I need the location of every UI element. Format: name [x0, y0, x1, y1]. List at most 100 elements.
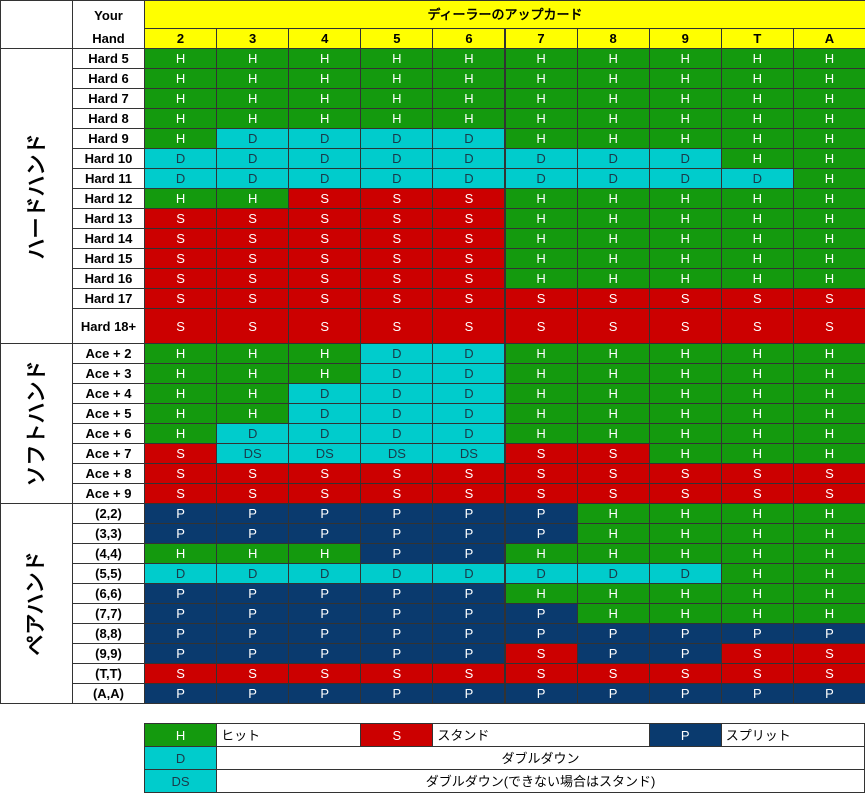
- hand-cell: Hard 18+: [72, 308, 145, 344]
- action-cell: H: [792, 128, 865, 149]
- action-cell: S: [216, 288, 290, 309]
- action-cell: H: [792, 523, 865, 544]
- action-cell: H: [648, 543, 722, 564]
- hand-cell: Ace + 9: [72, 483, 145, 504]
- action-cell: S: [648, 483, 722, 504]
- action-cell: S: [216, 228, 290, 249]
- action-cell: D: [216, 563, 290, 584]
- action-cell: H: [720, 543, 794, 564]
- hand-cell: (7,7): [72, 603, 145, 624]
- action-cell: S: [216, 248, 290, 269]
- action-cell: P: [288, 603, 362, 624]
- action-cell: S: [720, 463, 794, 484]
- action-cell: D: [288, 148, 362, 169]
- hand-cell: Ace + 4: [72, 383, 145, 404]
- action-cell: H: [576, 248, 650, 269]
- action-cell: H: [144, 48, 218, 69]
- action-cell: H: [576, 503, 650, 524]
- action-cell: H: [216, 343, 290, 364]
- action-cell: S: [144, 463, 218, 484]
- action-cell: D: [576, 168, 650, 189]
- action-cell: P: [144, 503, 218, 524]
- action-cell: P: [144, 523, 218, 544]
- action-cell: P: [432, 683, 506, 704]
- action-cell: H: [288, 543, 362, 564]
- action-cell: D: [144, 168, 218, 189]
- action-cell: D: [216, 148, 290, 169]
- action-cell: D: [360, 363, 434, 384]
- action-cell: P: [648, 643, 722, 664]
- action-cell: P: [216, 683, 290, 704]
- action-cell: H: [216, 48, 290, 69]
- action-cell: P: [648, 623, 722, 644]
- action-cell: H: [576, 343, 650, 364]
- action-cell: S: [288, 248, 362, 269]
- action-cell: H: [288, 68, 362, 89]
- action-cell: H: [576, 383, 650, 404]
- action-cell: H: [792, 423, 865, 444]
- action-cell: H: [648, 108, 722, 129]
- action-cell: H: [648, 603, 722, 624]
- dealer-title: ディーラーのアップカード: [144, 0, 865, 29]
- action-cell: S: [288, 228, 362, 249]
- action-cell: D: [360, 148, 434, 169]
- action-cell: H: [648, 48, 722, 69]
- action-cell: H: [216, 403, 290, 424]
- action-cell: P: [360, 503, 434, 524]
- hand-cell: (9,9): [72, 643, 145, 664]
- action-cell: H: [144, 343, 218, 364]
- action-cell: H: [504, 48, 578, 69]
- action-cell: P: [504, 503, 578, 524]
- hand-cell: Hard 16: [72, 268, 145, 289]
- action-cell: D: [288, 403, 362, 424]
- action-cell: H: [576, 128, 650, 149]
- action-cell: H: [648, 68, 722, 89]
- legend-swatch: D: [144, 746, 218, 770]
- action-cell: S: [360, 228, 434, 249]
- hand-cell: Hard 15: [72, 248, 145, 269]
- action-cell: P: [144, 643, 218, 664]
- action-cell: D: [360, 423, 434, 444]
- action-cell: H: [792, 168, 865, 189]
- action-cell: S: [792, 308, 865, 344]
- action-cell: H: [432, 48, 506, 69]
- legend-swatch: H: [144, 723, 218, 747]
- action-cell: P: [720, 683, 794, 704]
- action-cell: DS: [288, 443, 362, 464]
- action-cell: S: [432, 228, 506, 249]
- action-cell: H: [576, 523, 650, 544]
- action-cell: D: [144, 563, 218, 584]
- action-cell: P: [432, 643, 506, 664]
- action-cell: P: [144, 583, 218, 604]
- action-cell: S: [720, 308, 794, 344]
- action-cell: H: [792, 603, 865, 624]
- group-label: ハードハンド: [0, 48, 73, 344]
- action-cell: H: [792, 268, 865, 289]
- action-cell: P: [432, 603, 506, 624]
- action-cell: H: [216, 108, 290, 129]
- action-cell: H: [720, 583, 794, 604]
- action-cell: P: [360, 523, 434, 544]
- dealer-card: 5: [360, 28, 434, 49]
- action-cell: S: [144, 208, 218, 229]
- action-cell: D: [360, 383, 434, 404]
- action-cell: P: [144, 623, 218, 644]
- action-cell: H: [576, 208, 650, 229]
- action-cell: P: [288, 503, 362, 524]
- action-cell: H: [144, 543, 218, 564]
- action-cell: H: [504, 383, 578, 404]
- dealer-card: 4: [288, 28, 362, 49]
- action-cell: S: [720, 483, 794, 504]
- group-label: ソフトハンド: [0, 343, 73, 504]
- action-cell: P: [216, 503, 290, 524]
- action-cell: H: [792, 108, 865, 129]
- action-cell: S: [504, 288, 578, 309]
- action-cell: D: [288, 563, 362, 584]
- action-cell: H: [288, 88, 362, 109]
- action-cell: S: [432, 308, 506, 344]
- action-cell: H: [720, 403, 794, 424]
- action-cell: H: [720, 503, 794, 524]
- action-cell: H: [792, 443, 865, 464]
- group-label-text: ペアハンド: [25, 551, 49, 656]
